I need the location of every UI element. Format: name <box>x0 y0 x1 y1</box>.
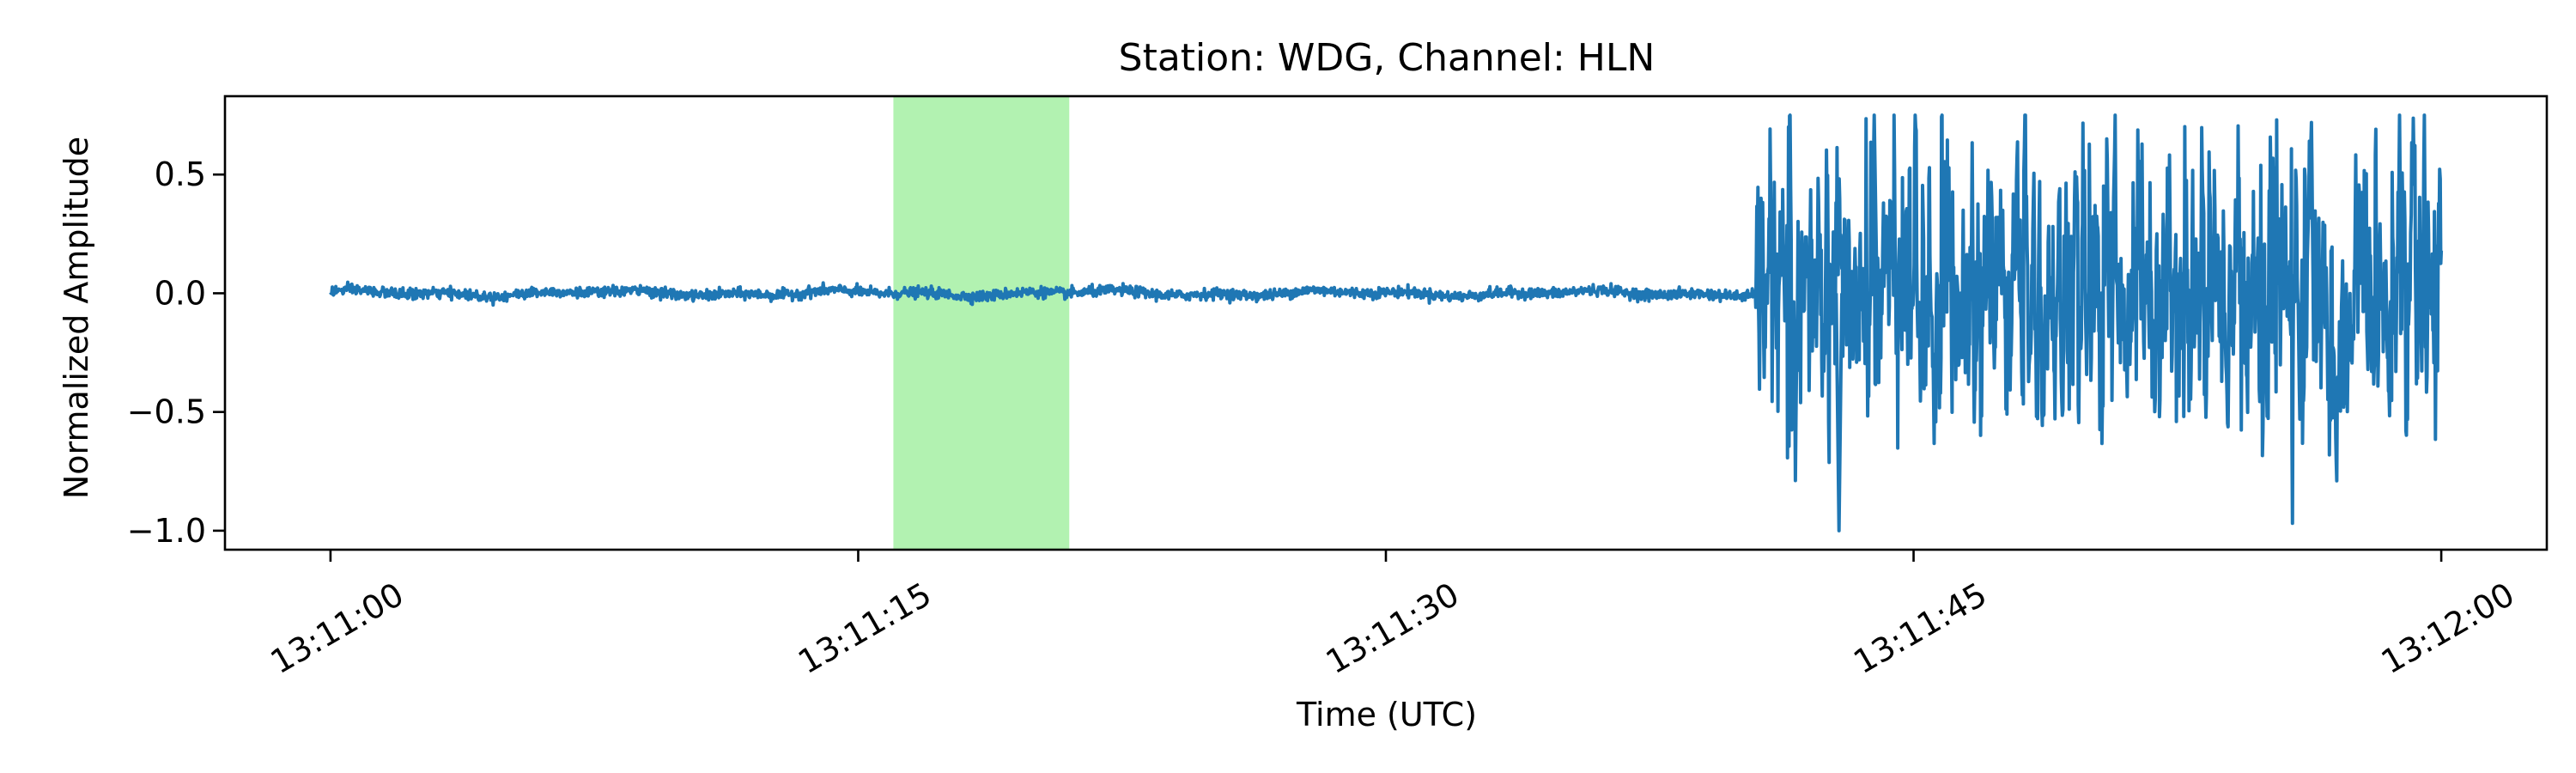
plot-area <box>329 113 2444 533</box>
y-tick-label: −1.0 <box>127 512 206 550</box>
y-axis-label: Normalized Amplitude <box>58 137 95 499</box>
y-axis: 0.5 0.0 −0.5 −1.0 <box>127 155 225 550</box>
highlight-span <box>893 96 1070 550</box>
y-tick-label: 0.5 <box>155 155 206 193</box>
x-axis-label: Time (UTC) <box>1296 696 1477 733</box>
y-tick-label: −0.5 <box>127 393 206 431</box>
y-tick-label: 0.0 <box>155 274 206 312</box>
waveform-line <box>329 113 2444 533</box>
chart-title: Station: WDG, Channel: HLN <box>1119 36 1656 80</box>
